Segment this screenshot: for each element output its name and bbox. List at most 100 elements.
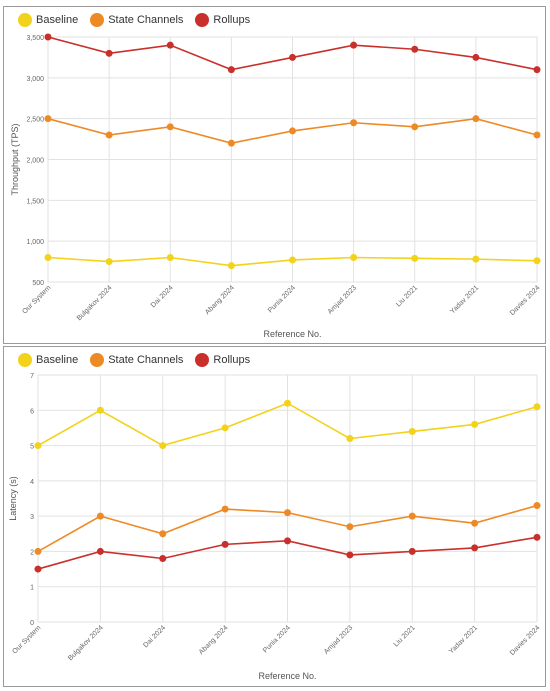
data-point-state-channels[interactable]: [34, 547, 42, 555]
data-point-baseline[interactable]: [166, 254, 174, 261]
data-point-state-channels[interactable]: [471, 519, 479, 527]
legend-item-rollups[interactable]: Rollups: [195, 353, 250, 367]
x-tick-label: Bulgakov 2024: [67, 624, 105, 662]
data-point-rollups[interactable]: [166, 41, 174, 49]
data-point-rollups[interactable]: [227, 66, 235, 74]
legend-item-rollups[interactable]: Rollups: [195, 13, 250, 27]
data-point-state-channels[interactable]: [166, 123, 174, 131]
data-point-baseline[interactable]: [96, 406, 104, 414]
x-tick-label: Abang 2024: [204, 284, 236, 316]
data-point-state-channels[interactable]: [289, 127, 296, 135]
data-point-rollups[interactable]: [533, 533, 541, 541]
data-point-rollups[interactable]: [44, 33, 52, 41]
data-point-rollups[interactable]: [350, 41, 358, 49]
latency-chart-panel: Baseline State Channels Rollups 0 1 2 3 4 5 6 7…: [3, 346, 546, 687]
data-point-state-channels[interactable]: [350, 119, 358, 127]
legend-label: State Channels: [108, 14, 184, 26]
data-point-rollups[interactable]: [105, 49, 113, 57]
y-tick-label: 1,500: [26, 198, 44, 205]
data-point-state-channels[interactable]: [533, 131, 541, 139]
throughput-chart-panel: Baseline State Channels Rollups 500 1,000…: [3, 6, 546, 344]
legend-item-state-channels[interactable]: State Channels: [90, 13, 183, 27]
data-point-rollups[interactable]: [471, 544, 479, 552]
data-point-rollups[interactable]: [411, 45, 419, 53]
data-point-state-channels[interactable]: [221, 505, 229, 513]
data-point-baseline[interactable]: [471, 420, 479, 428]
data-point-state-channels[interactable]: [96, 512, 104, 520]
legend-label: Rollups: [213, 354, 251, 366]
data-point-rollups[interactable]: [408, 547, 416, 555]
latency-line-chart: 0 1 2 3 4 5 6 7 Our System Bulgakov 2024 Dai 2024 A…: [8, 373, 542, 681]
x-tick-label: Our System: [21, 284, 52, 315]
x-tick-label: Amjad 2023: [323, 624, 354, 655]
legend-swatch-rollups: [195, 13, 210, 27]
data-point-baseline[interactable]: [284, 399, 291, 407]
data-point-rollups[interactable]: [533, 66, 541, 74]
data-point-rollups[interactable]: [284, 537, 291, 545]
x-axis-title: Reference No.: [263, 329, 321, 339]
data-point-baseline[interactable]: [289, 256, 296, 264]
data-point-baseline[interactable]: [227, 262, 235, 270]
legend-item-baseline[interactable]: Baseline: [18, 13, 78, 27]
data-point-state-channels[interactable]: [411, 123, 419, 131]
data-point-baseline[interactable]: [44, 254, 52, 261]
data-point-rollups[interactable]: [289, 53, 296, 61]
data-point-rollups[interactable]: [346, 551, 354, 559]
data-point-rollups[interactable]: [221, 540, 229, 548]
x-tick-label: Punia 2024: [262, 624, 292, 654]
legend-label: Rollups: [213, 14, 251, 26]
data-point-baseline[interactable]: [411, 254, 419, 262]
legend-swatch-state-channels: [90, 13, 105, 27]
data-point-rollups[interactable]: [34, 565, 42, 573]
throughput-line-chart: 500 1,000 1,500 2,000 2,500 3,000 3,500 Our Sys…: [10, 33, 541, 339]
data-point-baseline[interactable]: [533, 403, 541, 411]
chart-legend: Baseline State Channels Rollups: [18, 13, 250, 27]
y-axis-title: Latency (s): [8, 476, 18, 521]
data-point-state-channels[interactable]: [408, 512, 416, 520]
x-tick-label: Yadav 2021: [448, 624, 479, 655]
data-point-rollups[interactable]: [159, 554, 167, 562]
data-point-baseline[interactable]: [105, 258, 113, 266]
data-point-baseline[interactable]: [159, 442, 167, 450]
y-tick-label: 2,500: [26, 117, 44, 124]
y-tick-label: 2: [30, 549, 34, 556]
data-point-state-channels[interactable]: [44, 115, 52, 123]
x-tick-label: Dai 2024: [150, 284, 175, 309]
data-point-rollups[interactable]: [96, 547, 104, 555]
data-point-baseline[interactable]: [221, 424, 229, 432]
data-point-baseline[interactable]: [34, 442, 42, 450]
data-point-baseline[interactable]: [346, 435, 354, 443]
x-tick-label: Bulgakov 2024: [76, 284, 114, 322]
legend-swatch-state-channels: [90, 353, 105, 367]
data-point-baseline[interactable]: [472, 255, 480, 263]
legend-label: State Channels: [108, 354, 184, 366]
data-point-state-channels[interactable]: [284, 509, 291, 517]
data-point-rollups[interactable]: [472, 53, 480, 61]
data-point-baseline[interactable]: [408, 427, 416, 435]
legend-item-state-channels[interactable]: State Channels: [90, 353, 183, 367]
y-tick-label: 0: [30, 620, 34, 627]
data-point-state-channels[interactable]: [533, 502, 541, 510]
x-tick-label: Davies 2024: [509, 624, 542, 657]
y-tick-label: 3,000: [26, 76, 44, 83]
data-point-state-channels[interactable]: [227, 139, 235, 147]
data-point-baseline[interactable]: [350, 254, 358, 261]
x-tick-label: Abang 2024: [198, 624, 230, 656]
legend-item-baseline[interactable]: Baseline: [18, 353, 78, 367]
data-point-state-channels[interactable]: [472, 115, 480, 123]
data-point-state-channels[interactable]: [105, 131, 113, 139]
data-point-state-channels[interactable]: [159, 530, 167, 538]
x-tick-label: Liu 2021: [395, 284, 419, 308]
data-point-state-channels[interactable]: [346, 523, 354, 531]
data-point-baseline[interactable]: [533, 257, 541, 265]
y-tick-label: 3,500: [26, 35, 44, 42]
x-tick-label: Liu 2021: [393, 624, 417, 648]
y-tick-label: 500: [32, 280, 44, 287]
legend-label: Baseline: [36, 354, 79, 366]
legend-label: Baseline: [36, 14, 79, 26]
y-tick-label: 6: [30, 408, 34, 415]
x-axis-title: Reference No.: [258, 671, 316, 681]
x-tick-label: Yadav 2021: [449, 284, 480, 315]
y-axis-title: Throughput (TPS): [10, 123, 20, 195]
x-tick-label: Punia 2024: [267, 284, 297, 314]
